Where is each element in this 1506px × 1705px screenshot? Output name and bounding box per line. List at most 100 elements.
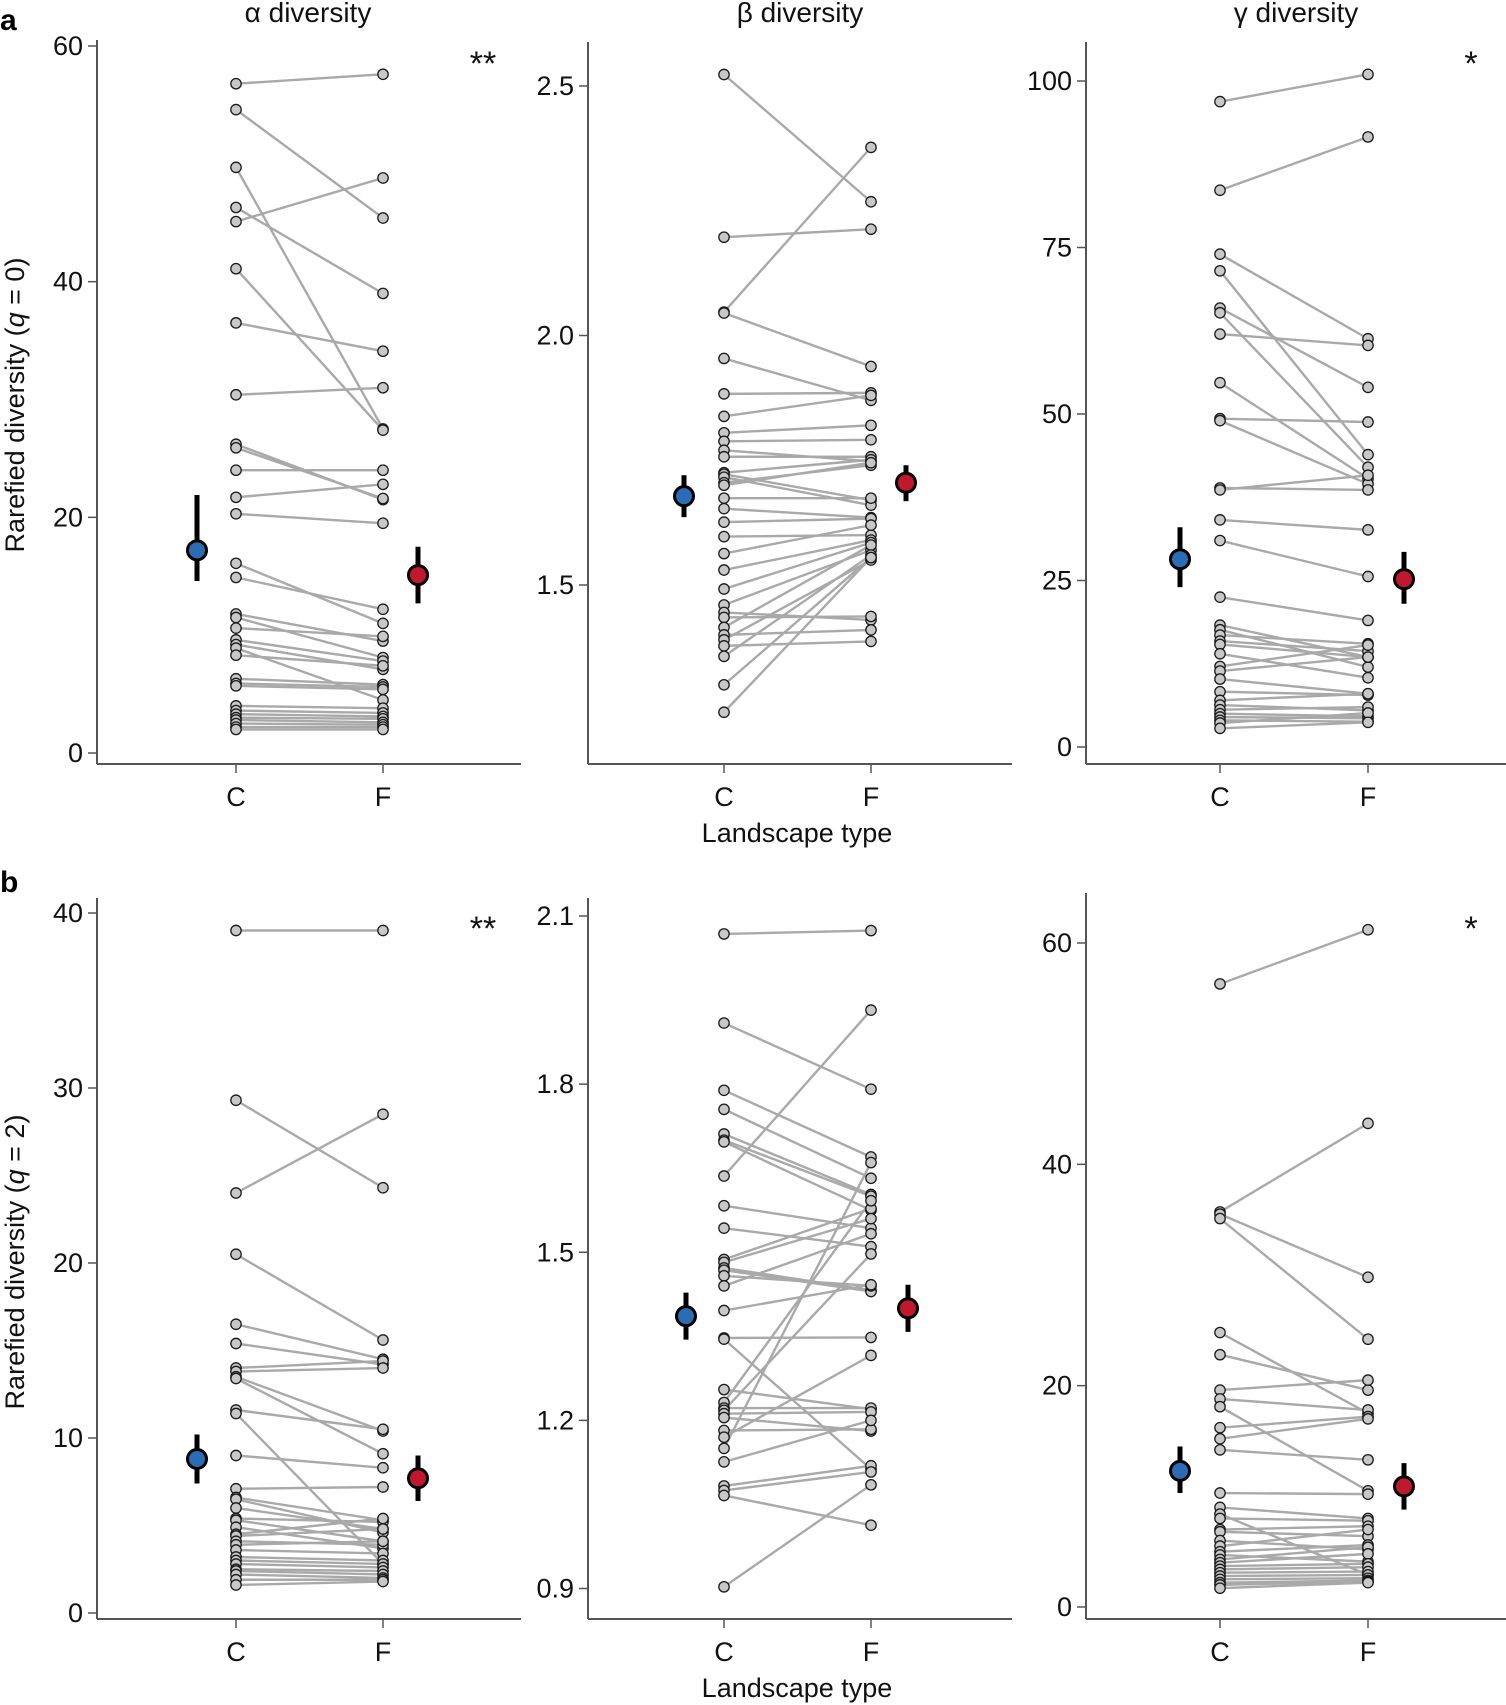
pair-line [1219,311,1369,469]
point-C [718,492,730,505]
point-F [1362,524,1374,536]
point-F [865,1156,877,1169]
point-C [230,441,242,454]
point-F [865,1004,877,1017]
point-C [718,1333,730,1345]
point-C [718,611,730,624]
point-F [1362,1117,1374,1130]
point-F [1362,671,1374,684]
pair-line [723,1354,872,1439]
x-tick-label-F: F [1360,1637,1377,1667]
point-F [377,683,389,696]
point-C [230,201,242,214]
point-F [1362,448,1374,461]
point-F [377,517,389,530]
point-C [1214,1432,1226,1445]
pair-line [723,556,872,686]
mean-point-F [895,471,917,494]
pair-line [723,554,872,658]
point-F [865,456,877,469]
x-tick-label-F: F [1360,782,1377,812]
point-C [718,502,730,515]
point-C [718,1135,730,1148]
y-tick-label: 60 [53,31,83,61]
y-tick-label: 1.8 [536,1069,574,1099]
y-tick-label: 20 [53,1248,83,1278]
point-F [377,1512,389,1525]
pair-line [723,517,872,524]
point-C [230,679,242,692]
point-C [718,530,730,543]
point-F [865,492,877,505]
pair-line [235,386,384,396]
point-F [377,478,389,491]
pair-line [235,638,384,663]
point-C [230,507,242,520]
pair-line [235,1540,384,1546]
x-tick-label-F: F [375,1637,392,1667]
mean-point-C [186,1448,208,1470]
point-F [377,464,389,477]
y-tick-label: 20 [53,502,83,532]
pair-line [723,311,872,368]
pair-line [723,1021,872,1091]
pair-line [235,1113,384,1195]
point-F [377,68,389,81]
pair-line [235,1099,384,1189]
point-C [718,640,730,652]
pair-line [235,108,384,220]
pair-line [723,1253,872,1412]
panel-a-beta: 1.5 2.0 2.5 C F [536,42,1012,812]
point-F [377,1423,389,1436]
pair-line [1219,253,1369,340]
pair-line [1219,1543,1369,1553]
ylabel-row-a: Rarefied diversity (q = 0) [0,258,30,553]
point-F [865,433,877,446]
pair-line [1219,1581,1369,1590]
point-F [377,1481,389,1493]
pair-line [235,1555,384,1562]
point-C [718,928,730,940]
mean-point-F [897,1297,919,1320]
point-C [230,1094,242,1107]
point-F [1362,68,1374,81]
pair-line [1219,539,1369,578]
point-F [865,551,877,564]
panel-a-alpha: 0 20 40 60 C F ** [53,31,521,812]
y-tick-label: 0 [1057,732,1072,762]
significance-marker: ** [470,910,496,948]
pair-line [1219,1491,1369,1496]
pair-line [235,716,384,721]
pair-line [1219,1122,1369,1213]
point-F [377,924,389,937]
panel-letter-a: a [0,4,17,37]
title-gamma-diversity: γ diversity [1234,0,1358,28]
point-C [1214,248,1226,261]
pair-line [1219,474,1369,492]
pair-line [234,166,385,430]
pair-line [723,1108,872,1180]
pair-line [235,1580,384,1587]
x-tick-label-F: F [863,1637,880,1667]
pair-line [235,576,384,611]
pair-line [235,704,384,710]
point-C [718,450,730,463]
mean-point-C [675,1305,697,1328]
pair-line [723,1009,872,1177]
point-C [230,103,242,116]
pair-line [235,1323,384,1361]
pair-line [235,267,384,431]
pair-line [1219,643,1369,659]
point-C [230,464,242,477]
pair-line [1219,1539,1369,1551]
pair-line [235,722,384,726]
point-C [230,1187,242,1199]
pair-line [723,458,872,474]
point-F [1362,687,1374,700]
pair-line [1219,623,1369,659]
y-tick-label: 20 [1042,1371,1072,1401]
pair-line [723,1266,872,1292]
pair-line [235,512,384,525]
y-tick-label: 25 [1042,566,1072,596]
pair-line [723,541,872,591]
